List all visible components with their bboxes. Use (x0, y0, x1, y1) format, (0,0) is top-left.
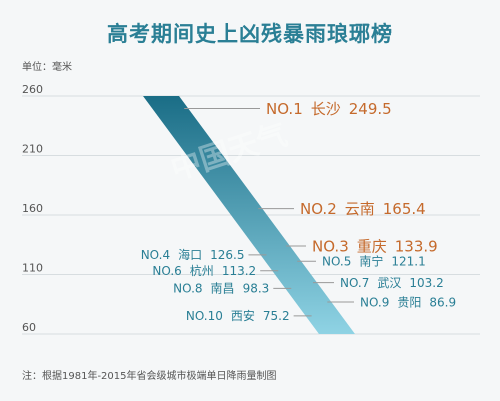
rainfall-band (143, 96, 355, 334)
rank-number: NO.6 (152, 264, 181, 278)
ranking-entry: NO.4 海口 126.5 (141, 247, 267, 262)
y-tick-label: 260 (22, 83, 43, 96)
ranking-label: NO.8 南昌 98.3 (173, 281, 269, 296)
ranking-label: NO.1 长沙 249.5 (266, 100, 392, 118)
city-name: 重庆 (357, 237, 387, 255)
rank-number: NO.7 (340, 276, 369, 290)
city-name: 南昌 (211, 281, 235, 296)
chart-title: 高考期间史上凶残暴雨琅琊榜 (107, 22, 393, 46)
rank-number: NO.9 (360, 295, 389, 309)
ranking-entry: NO.5 南宁 121.1 (297, 254, 426, 269)
ranking-label: NO.9 贵阳 86.9 (360, 295, 456, 309)
ranking-label: NO.5 南宁 121.1 (322, 254, 426, 269)
ranking-entry: NO.1 长沙 249.5 (184, 100, 392, 118)
city-name: 海口 (178, 247, 202, 262)
grid-layer: 260 210 160 110 60 (22, 83, 480, 335)
rank-number: NO.4 (141, 248, 170, 262)
y-tick-label: 210 (22, 143, 43, 156)
ranking-entry: NO.8 南昌 98.3 (173, 281, 292, 296)
ranking-label: NO.7 武汉 103.2 (340, 276, 444, 290)
rank-number: NO.5 (322, 255, 351, 269)
y-tick-label: 60 (22, 321, 36, 334)
city-name: 长沙 (311, 100, 341, 118)
y-tick-label: 160 (22, 202, 43, 215)
rainfall-value: 103.2 (409, 276, 443, 290)
city-name: 西安 (231, 308, 255, 323)
city-name: 武汉 (377, 276, 401, 290)
ranking-label: NO.10 西安 75.2 (186, 308, 290, 323)
city-name: 云南 (345, 200, 375, 218)
rank-number: NO.10 (186, 309, 223, 323)
rainfall-value: 98.3 (243, 282, 270, 296)
ranking-entry: NO.9 贵阳 86.9 (327, 295, 456, 309)
city-name: 贵阳 (397, 295, 421, 309)
rainfall-value: 113.2 (222, 264, 256, 278)
city-name: 杭州 (190, 263, 214, 278)
rainfall-value: 126.5 (210, 248, 244, 262)
rank-number: NO.8 (173, 282, 202, 296)
rainfall-value: 249.5 (349, 100, 392, 118)
ranking-label: NO.2 云南 165.4 (300, 200, 426, 218)
band-layer (143, 96, 355, 334)
rainfall-value: 133.9 (395, 237, 438, 255)
rainfall-value: 121.1 (391, 255, 425, 269)
ranking-label: NO.6 杭州 113.2 (152, 263, 256, 278)
y-tick-label: 110 (22, 262, 43, 275)
y-axis-unit-label: 单位：毫米 (22, 60, 72, 73)
label-layer: NO.1 长沙 249.5 NO.2 云南 165.4 NO.3 重庆 133.9 NO.4 海口 1… (141, 100, 456, 323)
ranking-entry: NO.10 西安 75.2 (186, 308, 312, 323)
footnote: 注：根据1981年-2015年省会级城市极端单日降雨量制图 (22, 371, 277, 382)
rank-number: NO.2 (300, 200, 337, 218)
ranking-label: NO.3 重庆 133.9 (312, 237, 438, 255)
ranking-entry: NO.7 武汉 103.2 (312, 276, 444, 290)
rank-number: NO.3 (312, 237, 349, 255)
rainfall-value: 86.9 (429, 295, 456, 309)
ranking-entry: NO.6 杭州 113.2 (152, 263, 279, 278)
rainfall-value: 75.2 (263, 309, 290, 323)
ranking-entry: NO.3 重庆 133.9 (285, 237, 438, 255)
ranking-entry: NO.2 云南 165.4 (258, 200, 426, 218)
rainfall-value: 165.4 (383, 200, 426, 218)
rank-number: NO.1 (266, 100, 303, 118)
city-name: 南宁 (359, 254, 383, 269)
ranking-label: NO.4 海口 126.5 (141, 247, 245, 262)
